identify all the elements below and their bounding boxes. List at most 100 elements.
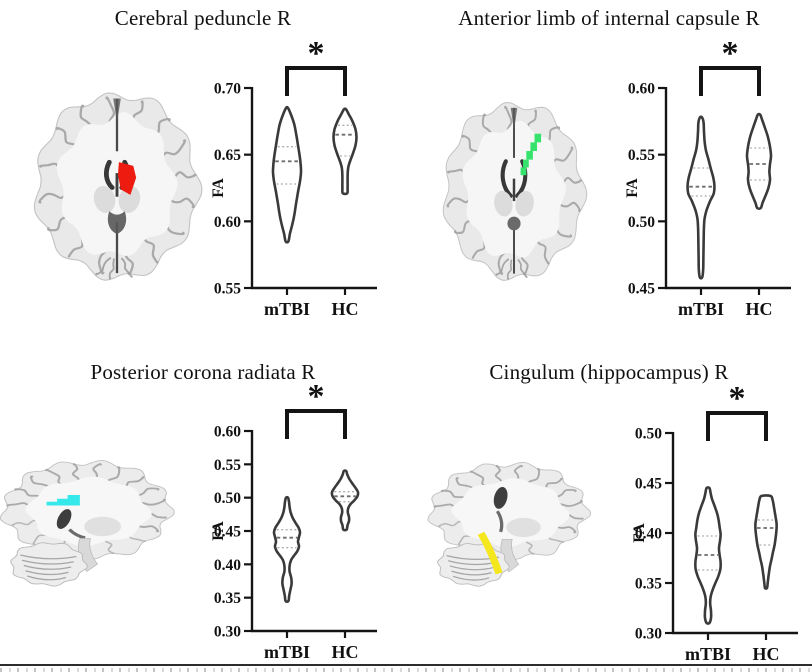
y-tick-label: 0.35 (635, 576, 662, 593)
sulcus-line (438, 519, 465, 528)
bracket-line (706, 411, 768, 441)
violin-outline (754, 494, 778, 591)
sulcus-line (495, 258, 510, 276)
violin-mtbi (686, 115, 716, 280)
axes: 0.45 0.50 0.55 0.60 mTBI HC FA (624, 81, 791, 319)
y-tick-label: 0.60 (214, 424, 241, 441)
y-tick-label: 0.30 (214, 624, 241, 641)
fa-violin-plot: 0.30 0.35 0.40 0.45 0.50 mTBI HC FA * (628, 375, 803, 672)
cerebellum-striation (452, 575, 490, 581)
violin-plot-svg: 0.30 0.35 0.40 0.45 0.50 0.55 0.60 mTBI HC FA * (210, 378, 377, 662)
y-axis-title: FA (210, 177, 227, 197)
sagittal-brain-slice (422, 452, 594, 600)
violin-outline (271, 105, 303, 244)
significance-star: * (308, 35, 325, 72)
thalamus-right (118, 185, 141, 213)
y-tick-label: 0.45 (635, 476, 662, 493)
panel-cerebral-peduncle-r: Cerebral peduncle R 0.55 0.60 0.65 0.70 mTBI… (0, 0, 406, 336)
internal-structure (68, 528, 86, 540)
violin-outline (694, 486, 722, 625)
sulcus-line (506, 259, 513, 280)
violin-hc (332, 107, 358, 196)
cerebellum-striation (21, 559, 74, 565)
cerebellum-striation (27, 575, 67, 581)
frontal-fissure-wedge (510, 107, 518, 131)
roi-highlight (534, 133, 542, 143)
axes: 0.55 0.60 0.65 0.70 mTBI HC FA (210, 81, 377, 319)
frontal-fissure-wedge (113, 98, 121, 123)
panel-title: Posterior corona radiata R (90, 360, 316, 384)
violin-hc (754, 494, 778, 591)
midbrain (107, 211, 127, 234)
x-category-label: HC (332, 299, 359, 319)
bracket-line (285, 409, 347, 439)
fa-violin-plot: 0.45 0.50 0.55 0.60 mTBI HC FA * (621, 30, 796, 330)
significance-star: * (729, 380, 746, 417)
violin-hc (330, 469, 360, 532)
fa-violin-plot: 0.30 0.35 0.40 0.45 0.50 0.55 0.60 mTBI HC FA * (207, 373, 382, 672)
axial-brain-svg (442, 102, 588, 281)
y-axis-title: FA (624, 177, 641, 197)
y-tick-label: 0.50 (628, 214, 655, 231)
roi-highlight (477, 531, 503, 575)
thalamus-left (93, 185, 116, 213)
thalamus (506, 517, 541, 538)
y-tick-label: 0.30 (635, 626, 662, 643)
y-tick-label: 0.40 (214, 557, 241, 574)
sulcus-line (517, 259, 528, 278)
thalamus-left (494, 190, 513, 217)
violin-plot-svg: 0.45 0.50 0.55 0.60 mTBI HC FA * (624, 35, 791, 319)
violin-outline (686, 115, 716, 280)
y-axis-title: FA (210, 520, 227, 540)
violin-mtbi (271, 105, 303, 244)
y-tick-label: 0.50 (635, 426, 662, 443)
axial-brain-slice (436, 94, 592, 284)
x-category-label: HC (332, 642, 359, 662)
x-category-label: HC (753, 644, 780, 664)
y-tick-label: 0.45 (214, 524, 241, 541)
panel-cingulum-hippocampus-r: Cingulum (hippocampus) R 0.30 0.35 0.40 0.4… (406, 336, 812, 672)
caption-divider-rule (0, 664, 812, 666)
y-tick-label: 0.45 (628, 281, 655, 298)
panel-title: Cerebral peduncle R (114, 6, 292, 30)
x-category-label: mTBI (678, 299, 724, 319)
panel-posterior-corona-radiata-r: Posterior corona radiata R 0.30 0.35 0.40 0… (0, 336, 406, 672)
violin-hc (745, 112, 773, 210)
sulcus-line (108, 258, 115, 280)
y-tick-label: 0.70 (214, 81, 241, 98)
violin-outline (330, 469, 360, 532)
lateral-ventricle (500, 159, 513, 199)
sulcus-line (11, 518, 40, 527)
violin-mtbi (272, 495, 302, 603)
cerebellum-striation (25, 570, 69, 576)
y-axis-title: FA (631, 522, 648, 542)
y-tick-label: 0.55 (214, 281, 241, 298)
thalamus-right (515, 190, 534, 217)
clipped-caption-strip (0, 668, 812, 672)
significance-star: * (722, 35, 739, 72)
ventricle-dark-region (493, 486, 508, 509)
significance-star: * (308, 378, 325, 415)
violin-plot-svg: 0.30 0.35 0.40 0.45 0.50 mTBI HC FA * (631, 380, 798, 664)
x-category-label: mTBI (685, 644, 731, 664)
y-tick-label: 0.55 (214, 457, 241, 474)
bracket-line (285, 66, 347, 96)
lateral-ventricle (103, 159, 115, 190)
significance-bracket: * (285, 35, 347, 96)
pineal-region (507, 216, 521, 231)
sagittal-brain-slice (0, 450, 178, 600)
significance-bracket: * (706, 380, 768, 441)
ventricle-dark-region (56, 509, 72, 529)
sulcus-line (95, 257, 112, 276)
y-tick-label: 0.60 (214, 214, 241, 231)
sagittal-brain-svg (0, 460, 175, 587)
violin-outline (272, 495, 302, 603)
roi-highlight (117, 162, 137, 195)
roi-highlight (523, 159, 529, 168)
axes: 0.30 0.35 0.40 0.45 0.50 0.55 0.60 mTBI HC FA (210, 424, 377, 662)
violin-plot-svg: 0.55 0.60 0.65 0.70 mTBI HC FA * (210, 35, 377, 319)
fa-violin-plot: 0.55 0.60 0.65 0.70 mTBI HC FA * (207, 30, 382, 330)
cerebellum-striation (449, 565, 495, 571)
axial-brain-slice (26, 84, 208, 284)
